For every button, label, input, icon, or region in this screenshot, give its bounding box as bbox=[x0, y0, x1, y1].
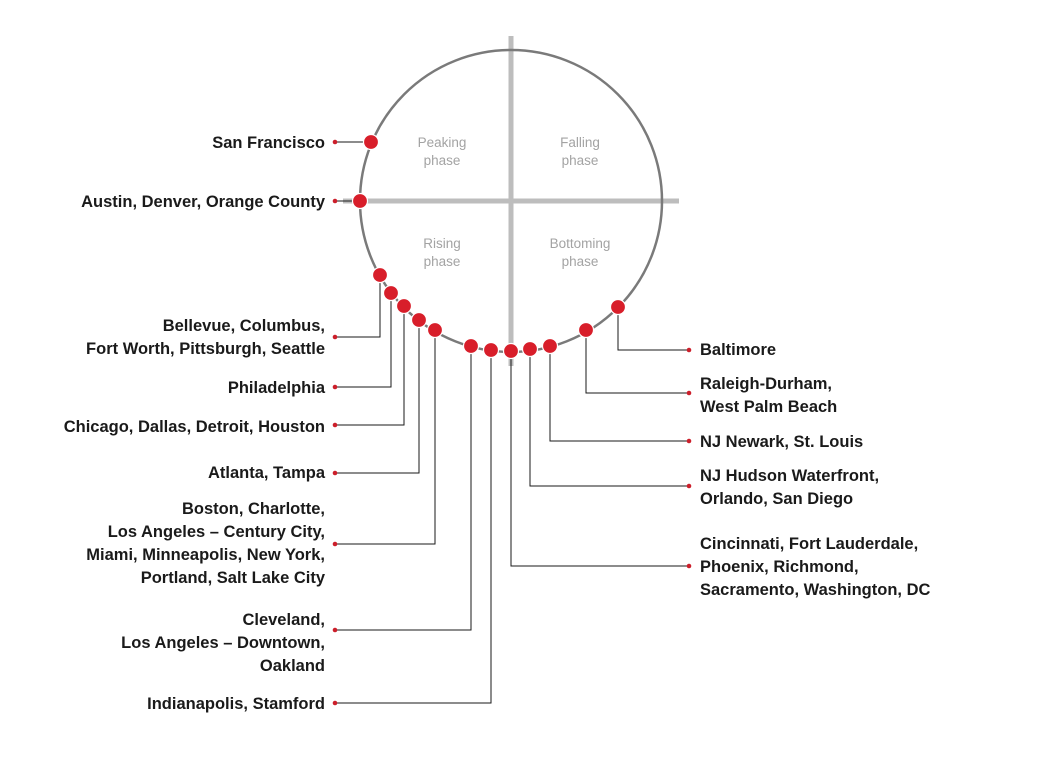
market-label-line: Orlando, San Diego bbox=[700, 490, 853, 508]
market-label-line: Miami, Minneapolis, New York, bbox=[86, 546, 325, 564]
market-label-line: Cincinnati, Fort Lauderdale, bbox=[700, 535, 918, 553]
market-label-line: Chicago, Dallas, Detroit, Houston bbox=[64, 418, 325, 436]
leader-line-boston-charlotte-la-century-city-miami-minneapolis-new-york-portland-salt-lake-city bbox=[335, 330, 436, 545]
leader-end-dot bbox=[332, 198, 338, 204]
market-marker-boston-charlotte-la-century-city-miami-minneapolis-new-york-portland-salt-lake-city bbox=[426, 321, 444, 339]
market-label-raleigh-durham-west-palm-beach: Raleigh-Durham, West Palm Beach bbox=[700, 375, 837, 416]
market-marker-cleveland-la-downtown-oakland bbox=[462, 337, 480, 355]
market-label-line: Cleveland, bbox=[242, 611, 325, 629]
market-label-boston-charlotte-la-century-city-miami-minneapolis-new-york-portland-salt-lake-city: Boston, Charlotte, Los Angeles – Century … bbox=[86, 500, 326, 587]
leader-end-dot bbox=[332, 470, 338, 476]
leader-end-dot bbox=[332, 139, 338, 145]
market-label-indianapolis-stamford: Indianapolis, Stamford bbox=[147, 695, 325, 713]
phase-label-line: Falling bbox=[560, 135, 600, 150]
leader-line-nj-hudson-waterfront-orlando-san-diego bbox=[529, 349, 689, 487]
market-label-nj-newark-st-louis: NJ Newark, St. Louis bbox=[700, 433, 863, 451]
market-labels: San Francisco Austin, Denver, Orange Coun… bbox=[64, 134, 931, 713]
market-label-line: Boston, Charlotte, bbox=[182, 500, 325, 518]
market-label-nj-hudson-waterfront-orlando-san-diego: NJ Hudson Waterfront, Orlando, San Diego bbox=[700, 467, 879, 508]
cycle-axes bbox=[343, 36, 679, 366]
leader-end-dot bbox=[332, 700, 338, 706]
market-label-line: Sacramento, Washington, DC bbox=[700, 581, 930, 599]
market-marker-atlanta-tampa bbox=[410, 311, 428, 329]
phase-label-line: Rising bbox=[423, 236, 461, 251]
leader-end-dot bbox=[332, 541, 338, 547]
market-label-line: NJ Newark, St. Louis bbox=[700, 433, 863, 451]
phase-label-line: phase bbox=[562, 254, 599, 269]
leader-line-philadelphia bbox=[335, 293, 392, 388]
leader-line-bellevue-columbus-fort-worth-pittsburgh-seattle bbox=[335, 275, 381, 338]
market-label-line: Indianapolis, Stamford bbox=[147, 695, 325, 713]
market-label-line: San Francisco bbox=[212, 134, 325, 152]
market-label-line: Bellevue, Columbus, bbox=[163, 317, 325, 335]
market-marker-bellevue-columbus-fort-worth-pittsburgh-seattle bbox=[371, 266, 389, 284]
market-label-line: Philadelphia bbox=[228, 379, 326, 397]
market-label-line: NJ Hudson Waterfront, bbox=[700, 467, 879, 485]
phase-label-line: phase bbox=[562, 153, 599, 168]
market-marker-nj-hudson-waterfront-orlando-san-diego bbox=[521, 340, 539, 358]
leader-end-dot bbox=[686, 347, 692, 353]
market-marker-baltimore bbox=[609, 298, 627, 316]
leader-line-baltimore bbox=[617, 307, 689, 351]
leader-end-dot bbox=[332, 627, 338, 633]
phase-label-rising: Rising phase bbox=[423, 236, 461, 269]
market-label-austin-denver-orange-county: Austin, Denver, Orange County bbox=[81, 193, 326, 211]
leader-end-dot bbox=[332, 334, 338, 340]
leader-end-dot bbox=[686, 563, 692, 569]
phase-label-peaking: Peaking phase bbox=[418, 135, 467, 168]
market-marker-austin-denver-orange-county bbox=[351, 192, 369, 210]
phase-label-line: Peaking bbox=[418, 135, 467, 150]
market-label-line: Los Angeles – Century City, bbox=[108, 523, 325, 541]
market-marker-raleigh-durham-west-palm-beach bbox=[577, 321, 595, 339]
market-marker-san-francisco bbox=[362, 133, 380, 151]
leader-line-nj-newark-st-louis bbox=[549, 346, 689, 442]
market-label-line: Phoenix, Richmond, bbox=[700, 558, 859, 576]
market-label-cincinnati-fort-lauderdale-phoenix-richmond-sacramento-washington-dc: Cincinnati, Fort Lauderdale, Phoenix, Ric… bbox=[700, 535, 930, 599]
leader-line-indianapolis-stamford bbox=[335, 350, 492, 704]
leader-end-dot bbox=[686, 390, 692, 396]
market-label-baltimore: Baltimore bbox=[700, 341, 776, 359]
phase-label-line: Bottoming bbox=[550, 236, 611, 251]
market-label-line: Portland, Salt Lake City bbox=[141, 569, 326, 587]
leader-lines bbox=[332, 139, 692, 706]
phase-label-line: phase bbox=[424, 254, 461, 269]
leader-line-cincinnati-fort-lauderdale-phoenix-richmond-sacramento-washington-dc bbox=[510, 351, 689, 567]
leader-line-atlanta-tampa bbox=[335, 320, 420, 474]
market-label-atlanta-tampa: Atlanta, Tampa bbox=[208, 464, 326, 482]
phase-label-line: phase bbox=[424, 153, 461, 168]
market-marker-indianapolis-stamford bbox=[482, 341, 500, 359]
market-label-line: Los Angeles – Downtown, bbox=[121, 634, 325, 652]
leader-end-dot bbox=[332, 384, 338, 390]
phase-label-bottoming: Bottoming phase bbox=[550, 236, 611, 269]
market-label-line: Atlanta, Tampa bbox=[208, 464, 326, 482]
leader-end-dot bbox=[686, 483, 692, 489]
leader-line-cleveland-la-downtown-oakland bbox=[335, 346, 472, 631]
market-marker-nj-newark-st-louis bbox=[541, 337, 559, 355]
leader-line-raleigh-durham-west-palm-beach bbox=[585, 330, 689, 394]
market-label-bellevue-columbus-fort-worth-pittsburgh-seattle: Bellevue, Columbus, Fort Worth, Pittsburg… bbox=[86, 317, 325, 358]
market-label-line: West Palm Beach bbox=[700, 398, 837, 416]
market-label-san-francisco: San Francisco bbox=[212, 134, 325, 152]
market-label-cleveland-la-downtown-oakland: Cleveland, Los Angeles – Downtown, Oakland bbox=[121, 611, 325, 675]
market-label-chicago-dallas-detroit-houston: Chicago, Dallas, Detroit, Houston bbox=[64, 418, 325, 436]
market-label-line: Fort Worth, Pittsburgh, Seattle bbox=[86, 340, 325, 358]
market-markers bbox=[351, 133, 627, 360]
phase-label-falling: Falling phase bbox=[560, 135, 600, 168]
market-label-philadelphia: Philadelphia bbox=[228, 379, 326, 397]
leader-end-dot bbox=[686, 438, 692, 444]
market-marker-cincinnati-fort-lauderdale-phoenix-richmond-sacramento-washington-dc bbox=[502, 342, 520, 360]
leader-line-chicago-dallas-detroit-houston bbox=[335, 306, 405, 426]
market-marker-philadelphia bbox=[382, 284, 400, 302]
leader-end-dot bbox=[332, 422, 338, 428]
market-marker-chicago-dallas-detroit-houston bbox=[395, 297, 413, 315]
market-label-line: Baltimore bbox=[700, 341, 776, 359]
market-label-line: Raleigh-Durham, bbox=[700, 375, 832, 393]
market-label-line: Austin, Denver, Orange County bbox=[81, 193, 326, 211]
market-label-line: Oakland bbox=[260, 657, 325, 675]
